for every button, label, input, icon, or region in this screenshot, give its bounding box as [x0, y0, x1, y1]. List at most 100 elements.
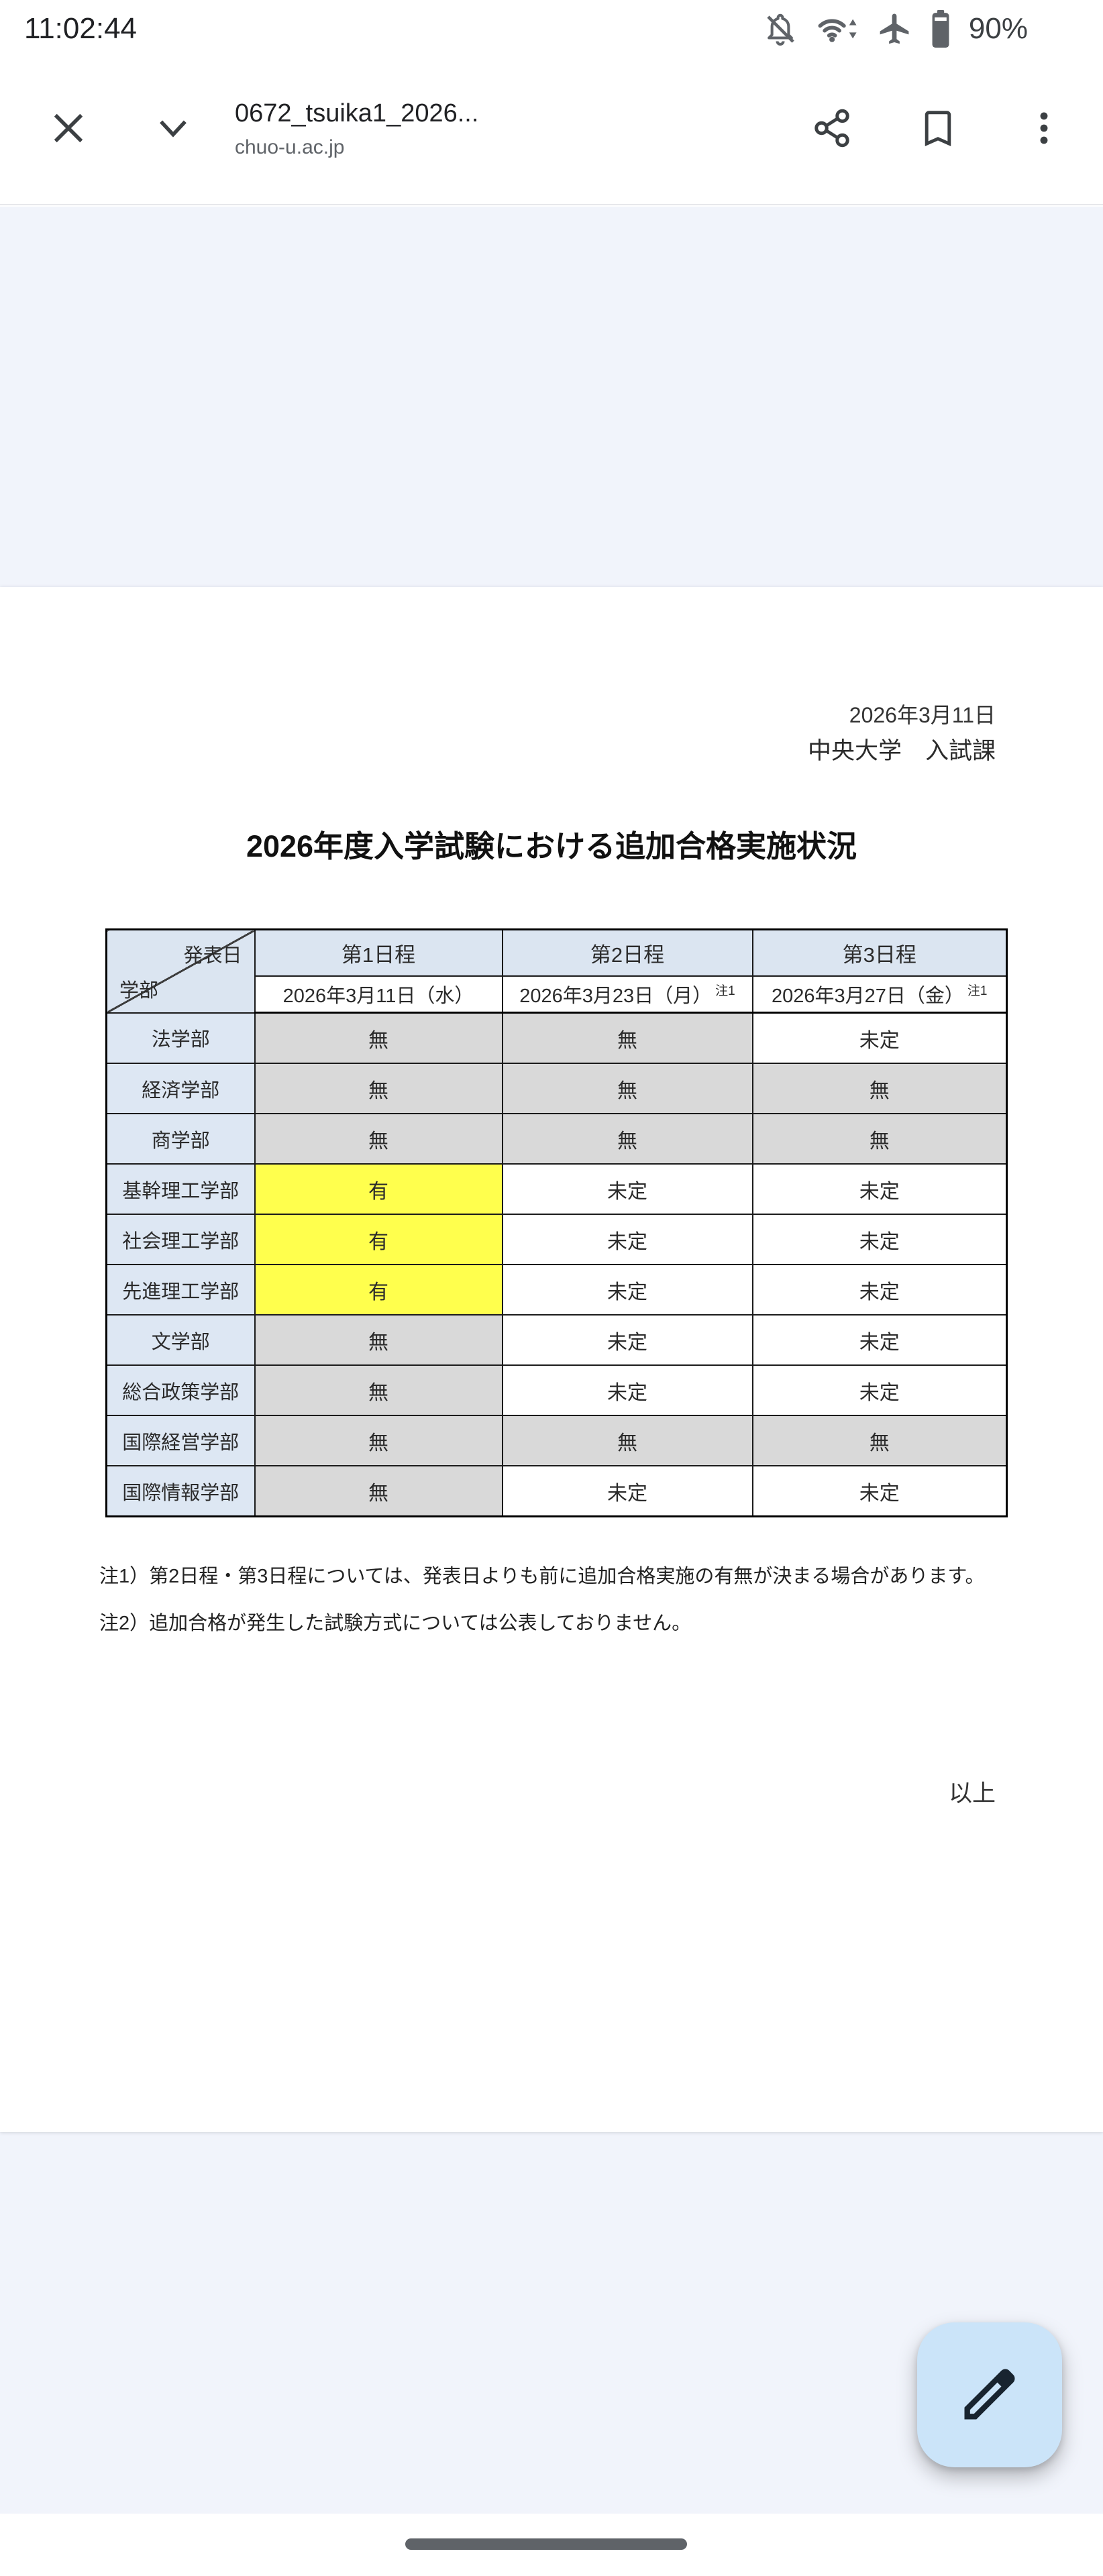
- status-cell: 無: [254, 1364, 503, 1416]
- status-cell: 未定: [501, 1214, 753, 1265]
- document-title-block: 0672_tsuika1_2026... chuo-u.ac.jp: [235, 99, 758, 159]
- pdf-page: 2026年3月11日 中央大学 入試課 2026年度入学試験における追加合格実施…: [0, 587, 1103, 2132]
- footnote-ref: 注1: [715, 984, 735, 999]
- overflow-menu-button[interactable]: [1012, 97, 1076, 161]
- status-cell: 未定: [501, 1314, 753, 1366]
- status-cell: 有: [254, 1214, 503, 1265]
- faculty-cell: 文学部: [105, 1314, 256, 1366]
- status-cell: 無: [254, 1415, 503, 1466]
- close-icon: [46, 106, 91, 152]
- admission-table: 発表日 学部 第1日程 第2日程 第3日程 2026年3月11日（水） 2026年3月23日…: [105, 928, 1008, 1517]
- status-bar: 11:02:44: [0, 0, 1103, 54]
- chevron-down-icon: [151, 106, 195, 152]
- status-cell: 無: [254, 1012, 503, 1064]
- status-cell: 未定: [751, 1012, 1008, 1064]
- battery-icon: [930, 10, 951, 48]
- status-cell: 無: [501, 1415, 753, 1466]
- status-icons: 90%: [762, 10, 1028, 48]
- status-cell: 無: [254, 1063, 503, 1114]
- status-cell: 無: [254, 1113, 503, 1165]
- table-date-row: 2026年3月11日（水） 2026年3月23日（月） 注1 2026年3月27日（金…: [107, 975, 1008, 1014]
- faculty-cell: 国際情報学部: [105, 1465, 256, 1517]
- overflow-menu-icon: [1023, 107, 1065, 151]
- status-cell: 有: [254, 1163, 503, 1215]
- status-cell: 無: [501, 1063, 753, 1114]
- status-cell: 未定: [751, 1264, 1008, 1316]
- corner-label-announce-date: 発表日: [183, 945, 242, 967]
- faculty-cell: 法学部: [105, 1012, 256, 1064]
- faculty-cell: 基幹理工学部: [105, 1163, 256, 1215]
- schedule-date-2: 2026年3月23日（月） 注1: [501, 975, 753, 1014]
- table-row: 国際経営学部無無無: [105, 1415, 1008, 1466]
- table-row: 社会理工学部有未定 未定: [105, 1214, 1008, 1265]
- status-cell: 未定: [751, 1214, 1008, 1265]
- status-cell: 無: [254, 1314, 503, 1366]
- table-row: 経済学部無無無: [105, 1063, 1008, 1114]
- home-indicator[interactable]: [405, 2538, 687, 2550]
- document-source-domain: chuo-u.ac.jp: [235, 136, 345, 158]
- faculty-cell: 国際経営学部: [105, 1415, 256, 1466]
- schedule-header-1: 第1日程: [254, 928, 503, 977]
- table-row: 文学部無未定 未定: [105, 1314, 1008, 1366]
- status-cell: 未定: [751, 1314, 1008, 1366]
- status-cell: 未定: [751, 1364, 1008, 1416]
- footnote-2: 注2）追加合格が発生した試験方式については公表しておりません。: [99, 1613, 692, 1634]
- bookmark-button[interactable]: [906, 97, 970, 161]
- status-cell: 無: [751, 1113, 1008, 1165]
- table-row: 商学部無無無: [105, 1113, 1008, 1165]
- status-cell: 無: [751, 1415, 1008, 1466]
- corner-label-faculty: 学部: [119, 979, 159, 1002]
- schedule-date-3: 2026年3月27日（金） 注1: [751, 975, 1008, 1014]
- corner-cell: 発表日学部: [105, 928, 256, 1014]
- admission-table-wrap: 発表日 学部 第1日程 第2日程 第3日程 2026年3月11日（水） 2026年3月23日…: [105, 928, 1008, 1517]
- status-cell: 未定: [501, 1364, 753, 1416]
- document-issuer: 中央大学 入試課: [807, 738, 996, 764]
- status-cell: 未定: [501, 1163, 753, 1215]
- status-cell: 未定: [751, 1163, 1008, 1215]
- faculty-cell: 総合政策学部: [105, 1364, 256, 1416]
- gesture-nav-bar: [0, 2514, 1103, 2576]
- faculty-cell: 経済学部: [105, 1063, 256, 1114]
- notifications-off-icon: [762, 11, 798, 47]
- status-cell: 未定: [501, 1465, 753, 1517]
- bookmark-icon: [917, 107, 959, 151]
- table-row: 先進理工学部有未定 未定: [105, 1264, 1008, 1316]
- battery-percent: 90%: [968, 12, 1028, 45]
- document-date: 2026年3月11日: [849, 703, 996, 727]
- faculty-cell: 先進理工学部: [105, 1264, 256, 1316]
- document-filename: 0672_tsuika1_2026...: [235, 99, 479, 127]
- footnote-ref: 注1: [967, 984, 988, 999]
- footnote-1: 注1）第2日程・第3日程については、発表日よりも前に追加合格実施の有無が決まる場…: [99, 1566, 985, 1587]
- schedule-header-2: 第2日程: [501, 928, 753, 977]
- schedule-header-3: 第3日程: [751, 928, 1008, 977]
- status-cell: 有: [254, 1264, 503, 1316]
- status-cell: 未定: [501, 1264, 753, 1316]
- page-title: 2026年度入学試験における追加合格実施状況: [246, 829, 857, 863]
- table-row: 国際情報学部無未定 未定: [105, 1465, 1008, 1517]
- status-cell: 無: [501, 1113, 753, 1165]
- table-row: 法学部無無未定: [105, 1012, 1008, 1064]
- faculty-cell: 社会理工学部: [105, 1214, 256, 1265]
- annotate-fab[interactable]: [917, 2322, 1062, 2467]
- airplane-mode-icon: [876, 11, 912, 47]
- status-cell: 無: [751, 1063, 1008, 1114]
- share-button[interactable]: [800, 97, 864, 161]
- pdf-viewer-canvas[interactable]: 2026年3月11日 中央大学 入試課 2026年度入学試験における追加合格実施…: [0, 207, 1103, 2514]
- table-row: 基幹理工学部有未定 未定: [105, 1163, 1008, 1215]
- status-cell: 無: [501, 1012, 753, 1064]
- close-button[interactable]: [36, 97, 101, 161]
- faculty-cell: 商学部: [105, 1113, 256, 1165]
- status-cell: 未定: [751, 1465, 1008, 1517]
- schedule-date-1: 2026年3月11日（水）: [254, 975, 503, 1014]
- table-row: 総合政策学部無未定 未定: [105, 1364, 1008, 1416]
- wifi-icon: [816, 11, 859, 47]
- status-time: 11:02:44: [24, 12, 138, 45]
- status-cell: 無: [254, 1465, 503, 1517]
- closing-text: 以上: [948, 1780, 996, 1807]
- collapse-button[interactable]: [141, 97, 205, 161]
- pdf-viewer-toolbar: 0672_tsuika1_2026... chuo-u.ac.jp: [0, 54, 1103, 205]
- share-icon: [811, 107, 853, 151]
- table-header-row: 発表日 学部 第1日程 第2日程 第3日程: [105, 928, 1008, 1014]
- edit-pencil-icon: [956, 2361, 1023, 2430]
